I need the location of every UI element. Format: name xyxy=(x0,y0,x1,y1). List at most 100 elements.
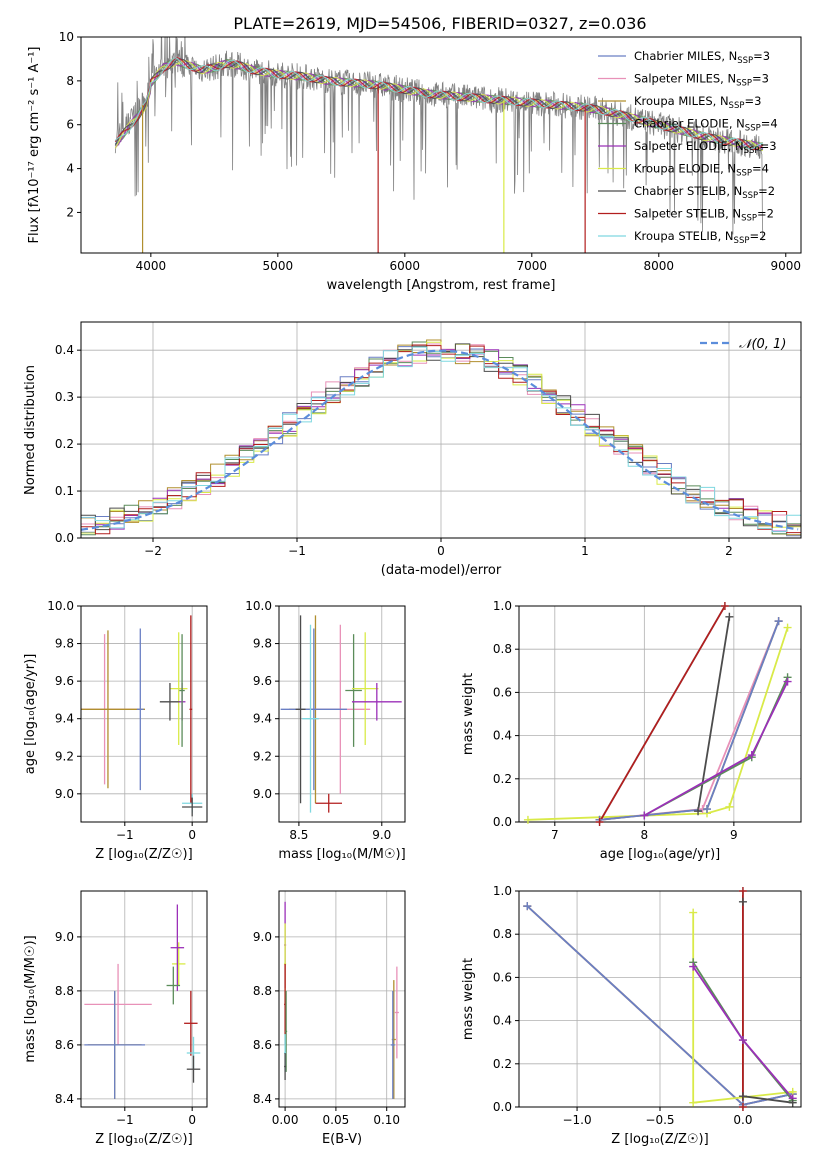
axes-frame xyxy=(518,605,802,823)
y-tick-label: 6 xyxy=(66,118,74,132)
y-tick-label: 9.4 xyxy=(253,712,272,726)
y-tick-label: 10 xyxy=(59,30,74,44)
legend-count: =2 xyxy=(758,184,775,198)
model-spectrum-line xyxy=(114,58,764,151)
x-tick-label: 7000 xyxy=(517,259,548,273)
x-tick-label: 8 xyxy=(641,828,649,842)
legend-label: Kroupa ELODIE, NSSP=4 xyxy=(634,162,769,179)
y-tick-label: 10.0 xyxy=(245,599,272,613)
y-tick-label: 9.2 xyxy=(55,749,74,763)
legend-subscript: SSP xyxy=(737,56,753,66)
y-tick-label: 10.0 xyxy=(47,599,74,613)
mass-weight-marker xyxy=(725,802,734,811)
legend-label: 𝒩(0, 1) xyxy=(739,337,786,352)
legend-label: Kroupa MILES, NSSP=3 xyxy=(634,94,761,111)
y-tick-label: 0.2 xyxy=(55,437,74,451)
model-spectrum-line xyxy=(115,58,764,149)
x-axis-label: age [log₁₀(age/yr)] xyxy=(600,847,721,862)
axes-frame xyxy=(278,890,406,1108)
y-axis-label: mass weight xyxy=(461,673,476,755)
x-tick-label: 2 xyxy=(725,544,733,558)
y-tick-label: 0.8 xyxy=(493,927,512,941)
mass-weight-line xyxy=(697,616,731,812)
x-tick-label: 0 xyxy=(188,828,196,842)
mass-weight-marker xyxy=(689,962,698,971)
legend-label: Chabrier ELODIE, NSSP=4 xyxy=(634,117,778,134)
x-tick-label: 5000 xyxy=(263,259,294,273)
model-spectrum-line xyxy=(114,57,764,150)
figure-title: PLATE=2619, MJD=54506, FIBERID=0327, z=0… xyxy=(233,14,646,33)
panel-mass_vs_ebv: 0.00 0.05 0.10 8.4 8.6 8.8 9.0 E(B-V) xyxy=(253,890,406,1147)
x-tick-label: 9000 xyxy=(770,259,801,273)
mass-weight-marker xyxy=(689,908,698,917)
legend-count: =2 xyxy=(757,207,774,221)
legend-label: Chabrier MILES, NSSP=3 xyxy=(634,49,770,66)
x-axis-label: Z [log₁₀(Z/Z☉)] xyxy=(95,1132,192,1147)
panel-age_vs_mass: 8.5 9.0 9.0 9.2 9.4 9.6 9.8 10.0 mass [log₁₀(M/M… xyxy=(245,599,405,862)
x-tick-label: 0 xyxy=(437,544,445,558)
x-tick-label: 9 xyxy=(730,828,738,842)
plot-area xyxy=(81,339,801,537)
legend-subscript: SSP xyxy=(736,79,752,89)
mass-weight-marker xyxy=(595,818,604,826)
mass-weight-marker xyxy=(783,623,792,632)
legend-count: =2 xyxy=(749,229,766,243)
panel-weight_vs_age: 7 8 9 0.0 0.2 0.4 0.6 0.8 1.0 age [log₁₀(age/yr)]… xyxy=(461,599,802,862)
mass-weight-marker xyxy=(774,617,783,626)
mass-weight-marker xyxy=(747,751,756,760)
y-tick-label: 0.0 xyxy=(55,531,74,545)
x-axis-label: E(B-V) xyxy=(322,1132,362,1147)
y-tick-label: 8.4 xyxy=(253,1092,272,1106)
x-axis-label: Z [log₁₀(Z/Z☉)] xyxy=(611,1132,708,1147)
y-axis-label: mass weight xyxy=(461,958,476,1040)
y-tick-label: 0.0 xyxy=(493,1100,512,1114)
x-tick-label: −0.5 xyxy=(645,1113,674,1127)
x-axis-label: mass [log₁₀(M/M☉)] xyxy=(278,847,405,862)
y-tick-label: 9.0 xyxy=(55,787,74,801)
y-tick-label: 0.2 xyxy=(493,1057,512,1071)
legend-subscript: SSP xyxy=(729,101,745,111)
y-tick-label: 0.4 xyxy=(55,343,74,357)
y-tick-label: 0.4 xyxy=(493,1014,512,1028)
y-tick-label: 0.2 xyxy=(493,772,512,786)
x-tick-label: −1 xyxy=(288,544,306,558)
x-tick-label: −2 xyxy=(144,544,162,558)
y-tick-label: 8.8 xyxy=(253,984,272,998)
x-axis-label: Z [log₁₀(Z/Z☉)] xyxy=(95,847,192,862)
x-tick-label: 0.10 xyxy=(373,1113,400,1127)
legend-count: =3 xyxy=(760,139,777,153)
x-axis-label: wavelength [Angstrom, rest frame] xyxy=(327,278,556,293)
x-tick-label: 8.5 xyxy=(289,828,308,842)
x-tick-label: 4000 xyxy=(136,259,167,273)
y-tick-label: 0.3 xyxy=(55,390,74,404)
mass-weight-marker xyxy=(523,902,532,911)
y-tick-label: 9.8 xyxy=(55,637,74,651)
y-tick-label: 1.0 xyxy=(493,884,512,898)
y-tick-label: 0.6 xyxy=(493,970,512,984)
x-tick-label: 0.00 xyxy=(272,1113,299,1127)
y-tick-label: 0.1 xyxy=(55,484,74,498)
mass-weight-marker xyxy=(720,602,729,610)
y-tick-label: 4 xyxy=(66,162,74,176)
x-tick-label: −1 xyxy=(116,828,134,842)
legend-label: Salpeter STELIB, NSSP=2 xyxy=(634,207,774,224)
legend-label: Chabrier STELIB, NSSP=2 xyxy=(634,184,775,201)
legend-subscript: SSP xyxy=(744,146,760,156)
y-tick-label: 8.6 xyxy=(253,1038,272,1052)
legend-subscript: SSP xyxy=(741,214,757,224)
mass-weight-marker xyxy=(738,1103,747,1111)
y-tick-label: 8.8 xyxy=(55,984,74,998)
y-tick-label: 0.6 xyxy=(493,685,512,699)
legend: Chabrier MILES, NSSP=3 Salpeter MILES, NS… xyxy=(598,49,778,246)
mass-weight-marker xyxy=(523,815,532,824)
y-tick-label: 0.4 xyxy=(493,729,512,743)
panels: 4000 5000 6000 7000 8000 9000246810wavelength… xyxy=(23,30,802,1147)
panel-spectrum: 4000 5000 6000 7000 8000 9000 2 4 6 8 10 wavelength… xyxy=(27,30,802,293)
legend-subscript: SSP xyxy=(734,236,750,246)
y-axis-label: mass [log₁₀(M/M☉)] xyxy=(23,935,38,1062)
legend-subscript: SSP xyxy=(742,191,758,201)
plot-area xyxy=(81,615,203,817)
legend-label: Kroupa STELIB, NSSP=2 xyxy=(634,229,766,246)
observed-spectrum-line xyxy=(114,37,764,241)
y-tick-label: 9.4 xyxy=(55,712,74,726)
